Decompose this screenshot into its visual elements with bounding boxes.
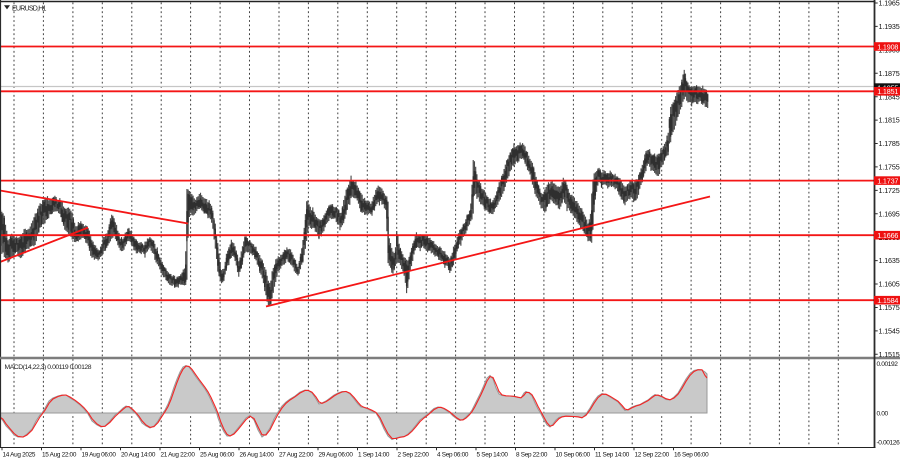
svg-text:12 Sep 22:00: 12 Sep 22:00 (635, 451, 670, 458)
svg-text:11 Sep 14:00: 11 Sep 14:00 (595, 451, 630, 458)
svg-text:25 Aug 06:00: 25 Aug 06:00 (200, 451, 235, 458)
svg-text:1.1666: 1.1666 (877, 231, 898, 240)
svg-text:0.00192: 0.00192 (877, 361, 899, 368)
svg-text:1.1545: 1.1545 (879, 327, 900, 336)
svg-text:1.1965: 1.1965 (879, 0, 900, 8)
svg-text:-0.00126: -0.00126 (877, 440, 900, 447)
svg-text:1.1875: 1.1875 (879, 69, 900, 78)
svg-text:8 Sep 22:00: 8 Sep 22:00 (516, 451, 548, 458)
svg-text:16 Sep 06:00: 16 Sep 06:00 (674, 451, 709, 458)
svg-text:2 Sep 22:00: 2 Sep 22:00 (398, 451, 430, 458)
svg-text:19 Aug 06:00: 19 Aug 06:00 (82, 451, 117, 458)
svg-text:1.1695: 1.1695 (879, 209, 900, 218)
svg-text:EURUSD,H1: EURUSD,H1 (12, 5, 47, 12)
svg-text:1.1908: 1.1908 (877, 42, 898, 51)
svg-text:15 Aug 22:00: 15 Aug 22:00 (42, 451, 77, 458)
svg-text:26 Aug 14:00: 26 Aug 14:00 (240, 451, 275, 458)
svg-text:1.1737: 1.1737 (877, 176, 898, 185)
svg-text:1.1851: 1.1851 (877, 87, 898, 96)
svg-text:21 Aug 22:00: 21 Aug 22:00 (161, 451, 196, 458)
svg-text:1.1785: 1.1785 (879, 139, 900, 148)
svg-text:27 Aug 22:00: 27 Aug 22:00 (279, 451, 314, 458)
svg-text:1.1845: 1.1845 (879, 92, 900, 101)
svg-text:1.1755: 1.1755 (879, 163, 900, 172)
svg-text:1.1815: 1.1815 (879, 116, 900, 125)
svg-text:1.1635: 1.1635 (879, 256, 900, 265)
svg-text:1.1605: 1.1605 (879, 280, 900, 289)
svg-text:1.1584: 1.1584 (877, 296, 898, 305)
svg-text:14 Aug 2025: 14 Aug 2025 (3, 451, 36, 458)
svg-text:1.1515: 1.1515 (879, 350, 900, 359)
svg-text:4 Sep 06:00: 4 Sep 06:00 (437, 451, 469, 458)
svg-text:29 Aug 06:00: 29 Aug 06:00 (319, 451, 354, 458)
svg-text:1.1575: 1.1575 (879, 303, 900, 312)
svg-text:1 Sep 14:00: 1 Sep 14:00 (358, 451, 390, 458)
svg-text:1.1725: 1.1725 (879, 186, 900, 195)
svg-text:1.1935: 1.1935 (879, 22, 900, 31)
svg-text:0.00: 0.00 (877, 411, 889, 418)
svg-text:20 Aug 14:00: 20 Aug 14:00 (121, 451, 156, 458)
svg-text:5 Sep 14:00: 5 Sep 14:00 (477, 451, 509, 458)
svg-text:MACD(14,22,3) 0.00119 0.00128: MACD(14,22,3) 0.00119 0.00128 (5, 364, 92, 371)
svg-text:10 Sep 06:00: 10 Sep 06:00 (556, 451, 591, 458)
